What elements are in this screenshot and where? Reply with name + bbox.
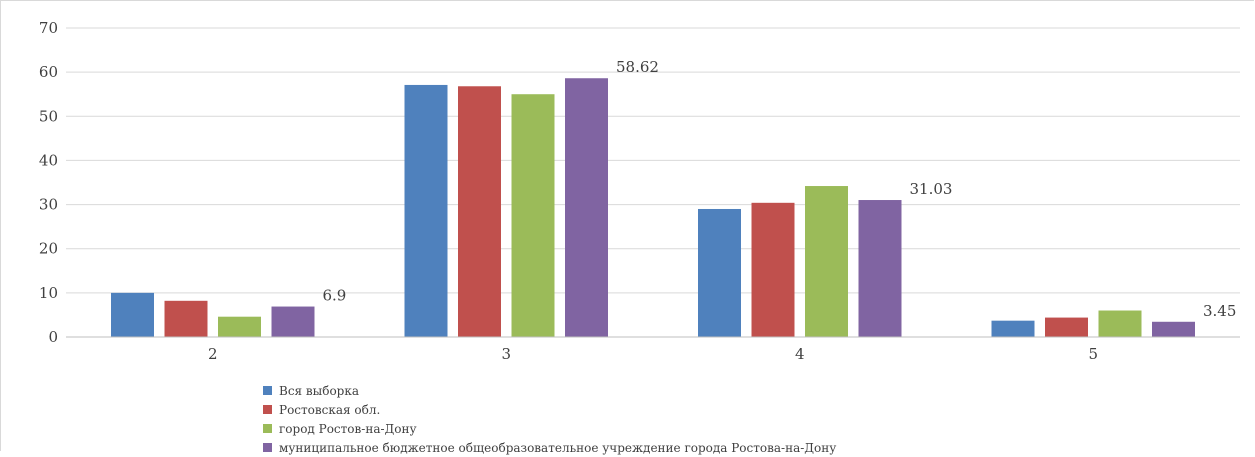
bar (751, 202, 795, 337)
legend-swatch (263, 386, 272, 395)
bar (565, 78, 608, 338)
legend-swatch (263, 443, 272, 452)
data-label: 6.9 (323, 287, 347, 305)
x-axis-ticks: 2 3 4 5 (208, 345, 1098, 363)
bar (404, 84, 448, 338)
x-tick-label: 2 (208, 345, 218, 363)
legend-label: Вся выборка (279, 383, 360, 398)
y-axis-ticks: 0 10 20 30 40 50 60 70 (39, 19, 58, 346)
y-tick-label: 60 (39, 63, 58, 81)
legend-swatch (263, 424, 272, 433)
y-tick-label: 70 (39, 19, 58, 37)
legend-item: город Ростов-на-Дону (263, 419, 836, 438)
bars (111, 78, 1195, 338)
y-tick-label: 50 (39, 107, 58, 125)
legend-item: муниципальное бюджетное общеобразователь… (263, 438, 836, 457)
legend-swatch (263, 405, 272, 414)
bar (991, 320, 1035, 337)
x-tick-label: 5 (1088, 345, 1098, 363)
bar (218, 316, 261, 337)
y-tick-label: 40 (39, 151, 58, 169)
y-tick-label: 30 (39, 196, 58, 214)
bar (511, 94, 555, 337)
bar (1045, 317, 1088, 337)
bar (1098, 310, 1142, 337)
legend: Вся выборка Ростовская обл. город Ростов… (263, 381, 836, 457)
bar (458, 86, 501, 337)
x-tick-label: 3 (501, 345, 511, 363)
data-label: 58.62 (616, 58, 659, 76)
data-label: 3.45 (1203, 302, 1236, 320)
bar (1152, 321, 1195, 337)
bar (858, 200, 902, 337)
x-tick-label: 4 (795, 345, 805, 363)
bar (271, 306, 315, 337)
y-tick-label: 20 (39, 240, 58, 258)
bar (164, 300, 208, 337)
legend-label: муниципальное бюджетное общеобразователь… (279, 440, 837, 455)
data-labels: 6.9 58.62 31.03 3.45 (323, 58, 1237, 320)
bar (111, 292, 154, 337)
legend-item: Вся выборка (263, 381, 836, 400)
bar (805, 186, 848, 337)
legend-item: Ростовская обл. (263, 400, 836, 419)
y-tick-label: 10 (39, 284, 58, 302)
legend-label: Ростовская обл. (279, 402, 381, 417)
grid-lines (66, 27, 1240, 294)
legend-label: город Ростов-на-Дону (279, 421, 417, 436)
data-label: 31.03 (910, 180, 953, 198)
bar (698, 208, 741, 337)
y-tick-label: 0 (48, 328, 58, 346)
